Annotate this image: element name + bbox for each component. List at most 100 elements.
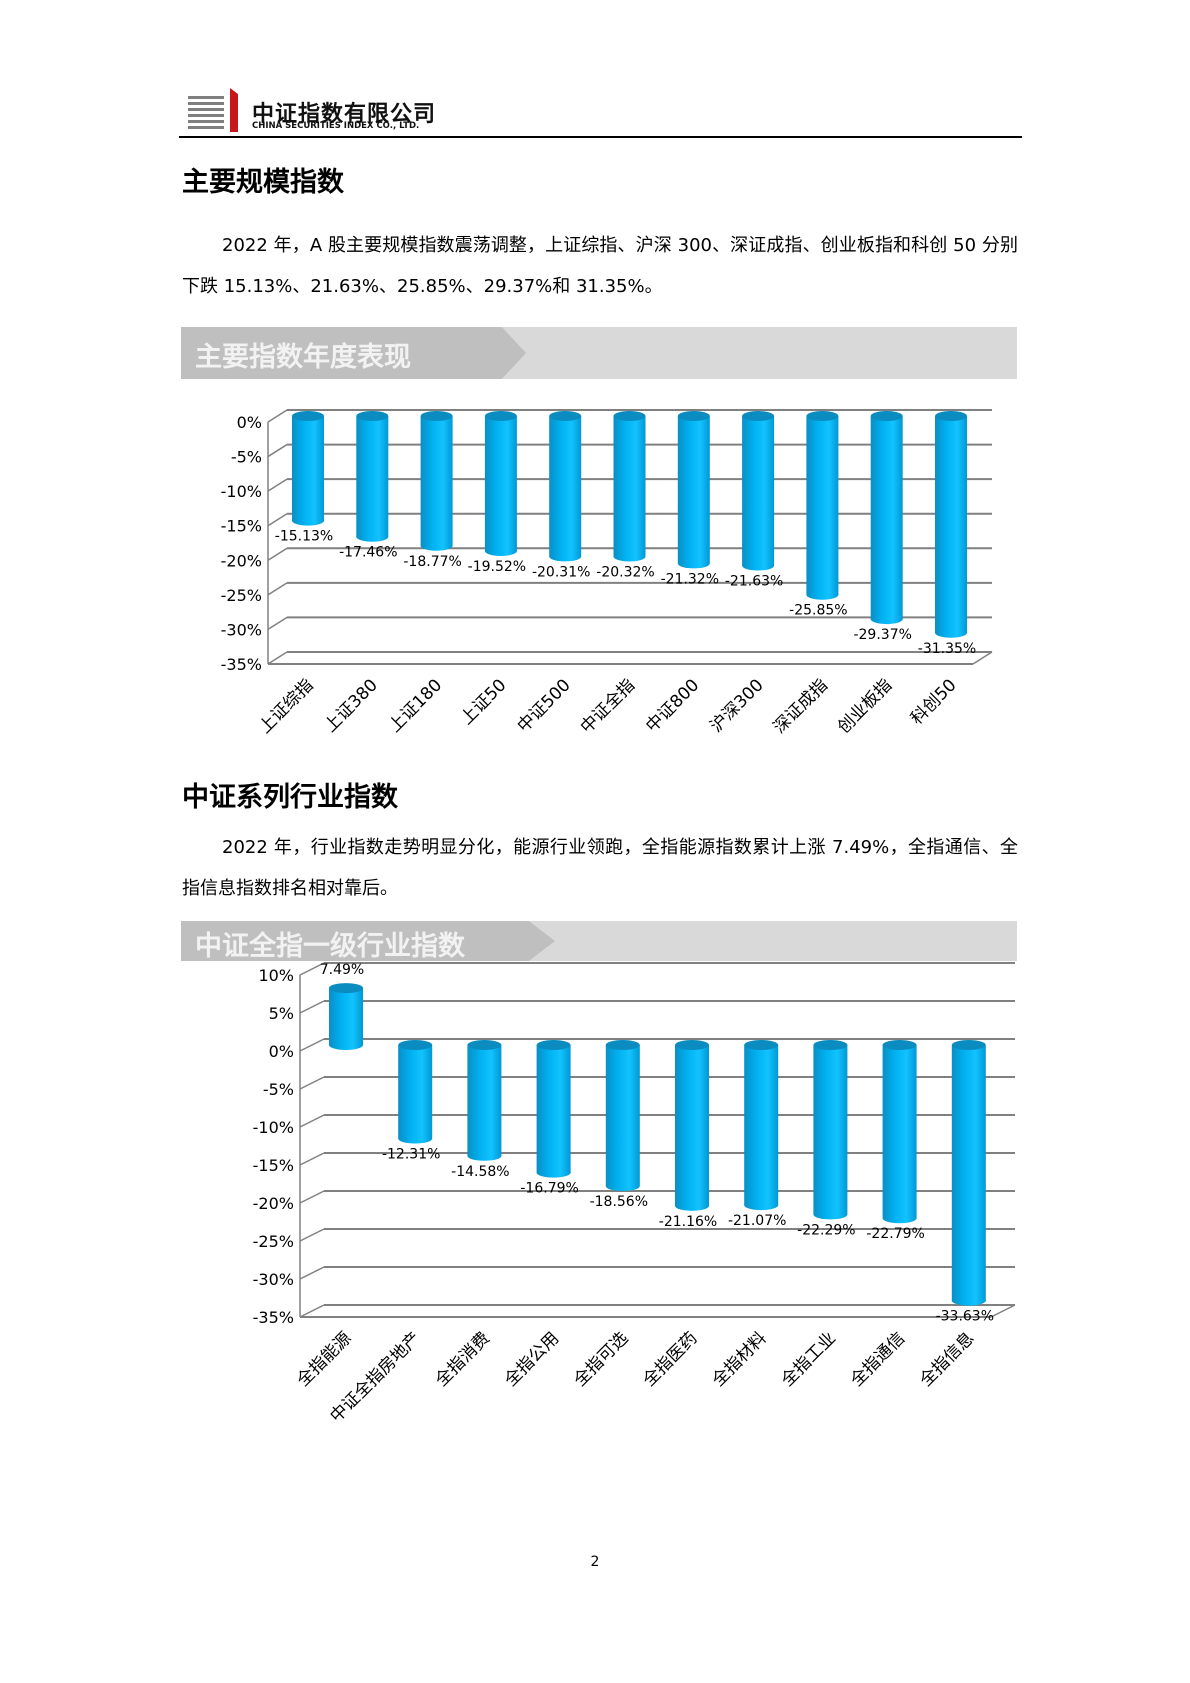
- bar: [484, 416, 517, 551]
- y-tick-label: -15%: [221, 517, 262, 536]
- bar: [951, 1045, 986, 1301]
- y-tick-label: -25%: [253, 1232, 294, 1251]
- data-label: -17.46%: [339, 545, 397, 561]
- bar-top-cap: [882, 1040, 917, 1050]
- y-tick-label: 0%: [269, 1042, 294, 1061]
- y-tick-label: -15%: [253, 1156, 294, 1175]
- bar-top-cap: [605, 1040, 640, 1050]
- bar-bottom-cap: [742, 560, 775, 571]
- bar: [870, 416, 903, 620]
- bar-top-cap: [613, 411, 646, 421]
- y-tick-label: -5%: [263, 1080, 294, 1099]
- data-label: -20.31%: [532, 564, 590, 580]
- gridline-diagonal: [299, 1266, 325, 1280]
- bar-top-cap: [806, 411, 839, 421]
- bar-bottom-cap: [813, 1209, 848, 1220]
- bar: [329, 988, 363, 1045]
- bar: [677, 416, 710, 564]
- data-label: -25.85%: [789, 603, 847, 619]
- floor-right-edge: [990, 1304, 1016, 1318]
- bar: [292, 416, 324, 521]
- bar: [420, 416, 453, 546]
- bar: [398, 1045, 433, 1139]
- y-tick-label: -10%: [221, 482, 262, 501]
- data-label: -15.13%: [275, 529, 333, 545]
- data-label: 7.49%: [320, 962, 364, 978]
- y-tick-label: 10%: [258, 966, 294, 985]
- bar: [549, 416, 582, 557]
- bar: [605, 1045, 640, 1187]
- data-label: -18.77%: [403, 554, 461, 570]
- y-tick-label: 0%: [237, 413, 262, 432]
- gridline-diagonal: [299, 1038, 325, 1052]
- data-label: -29.37%: [853, 627, 911, 643]
- gridline-diagonal: [267, 513, 288, 527]
- gridline-diagonal: [299, 1000, 325, 1014]
- bar-top-cap: [935, 411, 967, 421]
- bar: [744, 1045, 779, 1206]
- bar-top-cap: [467, 1040, 502, 1050]
- bar-top-cap: [742, 411, 775, 421]
- bar-top-cap: [951, 1040, 986, 1050]
- y-tick-label: -30%: [253, 1270, 294, 1289]
- bar: [935, 416, 967, 633]
- bar-top-cap: [744, 1040, 779, 1050]
- data-label: -22.79%: [866, 1226, 924, 1242]
- x-category-label: 全指材料: [709, 1328, 771, 1390]
- gridline-diagonal: [267, 409, 288, 423]
- bar: [536, 1045, 571, 1173]
- data-label: -20.32%: [596, 564, 654, 580]
- bar-bottom-cap: [484, 545, 517, 556]
- company-name-cn: 中证指数有限公司: [252, 102, 437, 127]
- bar-bottom-cap: [292, 515, 324, 526]
- bar-bottom-cap: [744, 1200, 779, 1211]
- section-paragraph-scale-indices: 2022 年，A 股主要规模指数震荡调整，上证综指、沪深 300、深证成指、创业…: [182, 235, 1018, 297]
- y-tick-label: -5%: [231, 448, 262, 467]
- y-tick-label: 5%: [269, 1004, 294, 1023]
- bar-top-cap: [677, 411, 710, 421]
- data-label: -22.29%: [797, 1222, 855, 1238]
- bar-bottom-cap: [536, 1167, 571, 1178]
- gridline-diagonal: [267, 443, 288, 458]
- bar: [467, 1045, 502, 1156]
- data-label: -14.58%: [451, 1164, 509, 1180]
- chart-banner-1-title: 主要指数年度表现: [195, 342, 411, 373]
- data-label: -16.79%: [520, 1181, 578, 1197]
- bar-bottom-cap: [677, 558, 710, 569]
- gridline-diagonal: [299, 1152, 325, 1166]
- bar-bottom-cap: [675, 1200, 709, 1211]
- y-tick-label: -10%: [253, 1118, 294, 1137]
- y-tick-label: -25%: [221, 586, 262, 605]
- bar-bottom-cap: [935, 627, 967, 638]
- chart-banner-2-title: 中证全指一级行业指数: [195, 931, 465, 961]
- data-label: -21.07%: [728, 1213, 786, 1229]
- section-heading-scale-indices: 主要规模指数: [182, 167, 344, 198]
- company-name-en: CHINA SECURITIES INDEX CO., LTD.: [252, 121, 420, 131]
- x-category-label: 全指消费: [432, 1328, 494, 1390]
- section-heading-industry-indices: 中证系列行业指数: [182, 782, 398, 813]
- y-tick-label: -20%: [221, 551, 262, 570]
- data-label: -31.35%: [918, 641, 976, 657]
- bar: [742, 416, 775, 566]
- bar-top-cap: [813, 1040, 848, 1050]
- x-category-label: 全指公用: [501, 1328, 563, 1390]
- gridline-diagonal: [299, 1114, 325, 1128]
- data-label: -33.63%: [936, 1309, 994, 1325]
- bar-top-cap: [870, 411, 903, 421]
- x-category-label: 全指通信: [847, 1328, 909, 1390]
- gridline-diagonal: [299, 1190, 325, 1204]
- bar-top-cap: [398, 1040, 433, 1050]
- bar-bottom-cap: [605, 1181, 640, 1192]
- bar-bottom-cap: [329, 1040, 363, 1050]
- gridline-diagonal: [267, 547, 288, 561]
- bar-bottom-cap: [870, 614, 903, 625]
- y-tick-label: -35%: [221, 655, 262, 674]
- data-label: -18.56%: [590, 1194, 648, 1210]
- bar: [356, 416, 389, 537]
- bar-top-cap: [420, 411, 453, 421]
- gridline-diagonal: [267, 616, 288, 631]
- floor-right-edge: [972, 651, 993, 665]
- bar-bottom-cap: [951, 1295, 986, 1306]
- gridline-diagonal: [299, 1304, 325, 1318]
- chart-industry-indices: 10% 5% 0% -5% -10% -15% -20% -25% -30% -35% 7.49% 全…: [253, 962, 1016, 1427]
